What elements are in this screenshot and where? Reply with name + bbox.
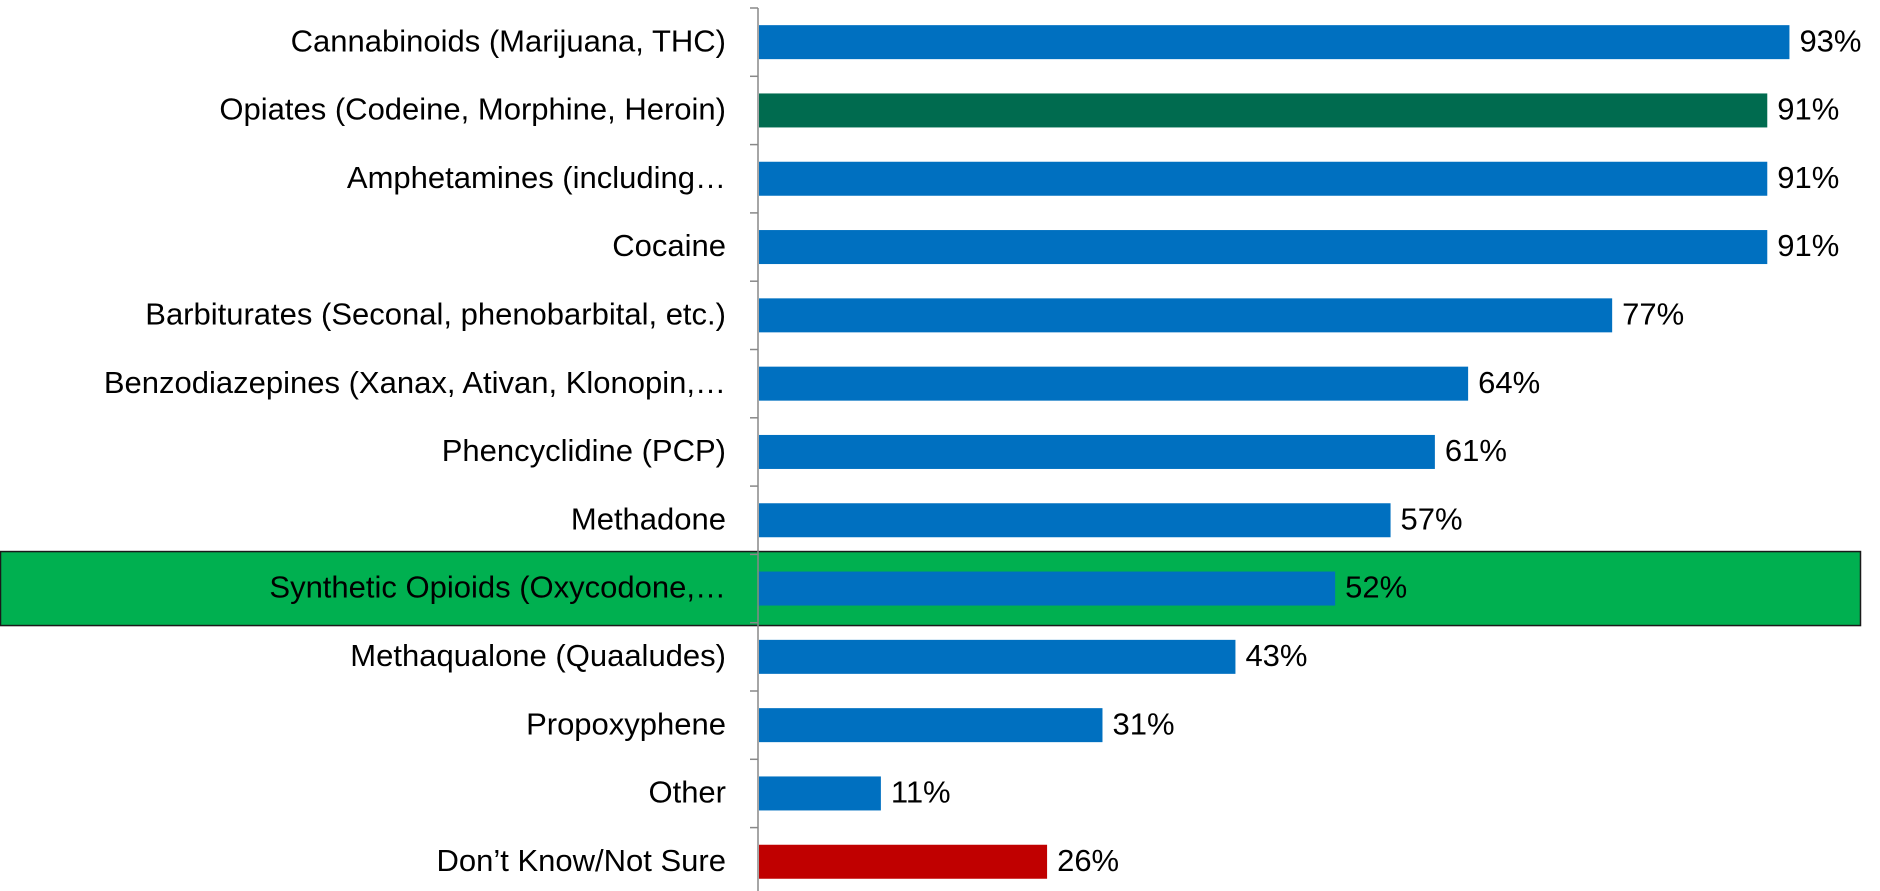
bar	[759, 571, 1336, 606]
category-label: Synthetic Opioids (Oxycodone,…	[269, 570, 726, 605]
value-label: 91%	[1777, 92, 1839, 127]
bar	[759, 503, 1391, 538]
bar	[759, 366, 1469, 401]
value-label: 43%	[1245, 638, 1307, 673]
bar	[759, 708, 1103, 743]
bar	[759, 230, 1768, 265]
category-label: Don’t Know/Not Sure	[437, 843, 726, 878]
value-label: 64%	[1478, 365, 1540, 400]
category-label: Other	[648, 775, 726, 810]
bar	[759, 844, 1048, 879]
category-label: Phencyclidine (PCP)	[442, 433, 726, 468]
bar	[759, 161, 1768, 196]
value-label: 91%	[1777, 228, 1839, 263]
value-label: 26%	[1057, 843, 1119, 878]
category-label: Benzodiazepines (Xanax, Ativan, Klonopin…	[104, 365, 726, 400]
category-label: Cannabinoids (Marijuana, THC)	[291, 23, 726, 58]
value-label: 57%	[1401, 501, 1463, 536]
bar	[759, 93, 1768, 128]
value-label: 52%	[1345, 570, 1407, 605]
value-label: 91%	[1777, 160, 1839, 195]
value-label: 61%	[1445, 433, 1507, 468]
category-label: Methaqualone (Quaaludes)	[350, 638, 726, 673]
bar	[759, 776, 881, 811]
category-label: Cocaine	[612, 228, 726, 263]
value-label: 77%	[1622, 297, 1684, 332]
category-label: Amphetamines (including…	[347, 160, 726, 195]
category-label: Methadone	[571, 501, 726, 536]
bar	[759, 639, 1236, 674]
value-label: 11%	[891, 775, 951, 810]
category-label: Opiates (Codeine, Morphine, Heroin)	[219, 92, 726, 127]
bar	[759, 298, 1613, 333]
bar	[759, 25, 1790, 60]
value-label: 93%	[1799, 23, 1861, 58]
bar	[759, 434, 1435, 469]
category-label: Barbiturates (Seconal, phenobarbital, et…	[145, 297, 726, 332]
value-label: 31%	[1112, 706, 1174, 741]
category-label: Propoxyphene	[526, 706, 726, 741]
